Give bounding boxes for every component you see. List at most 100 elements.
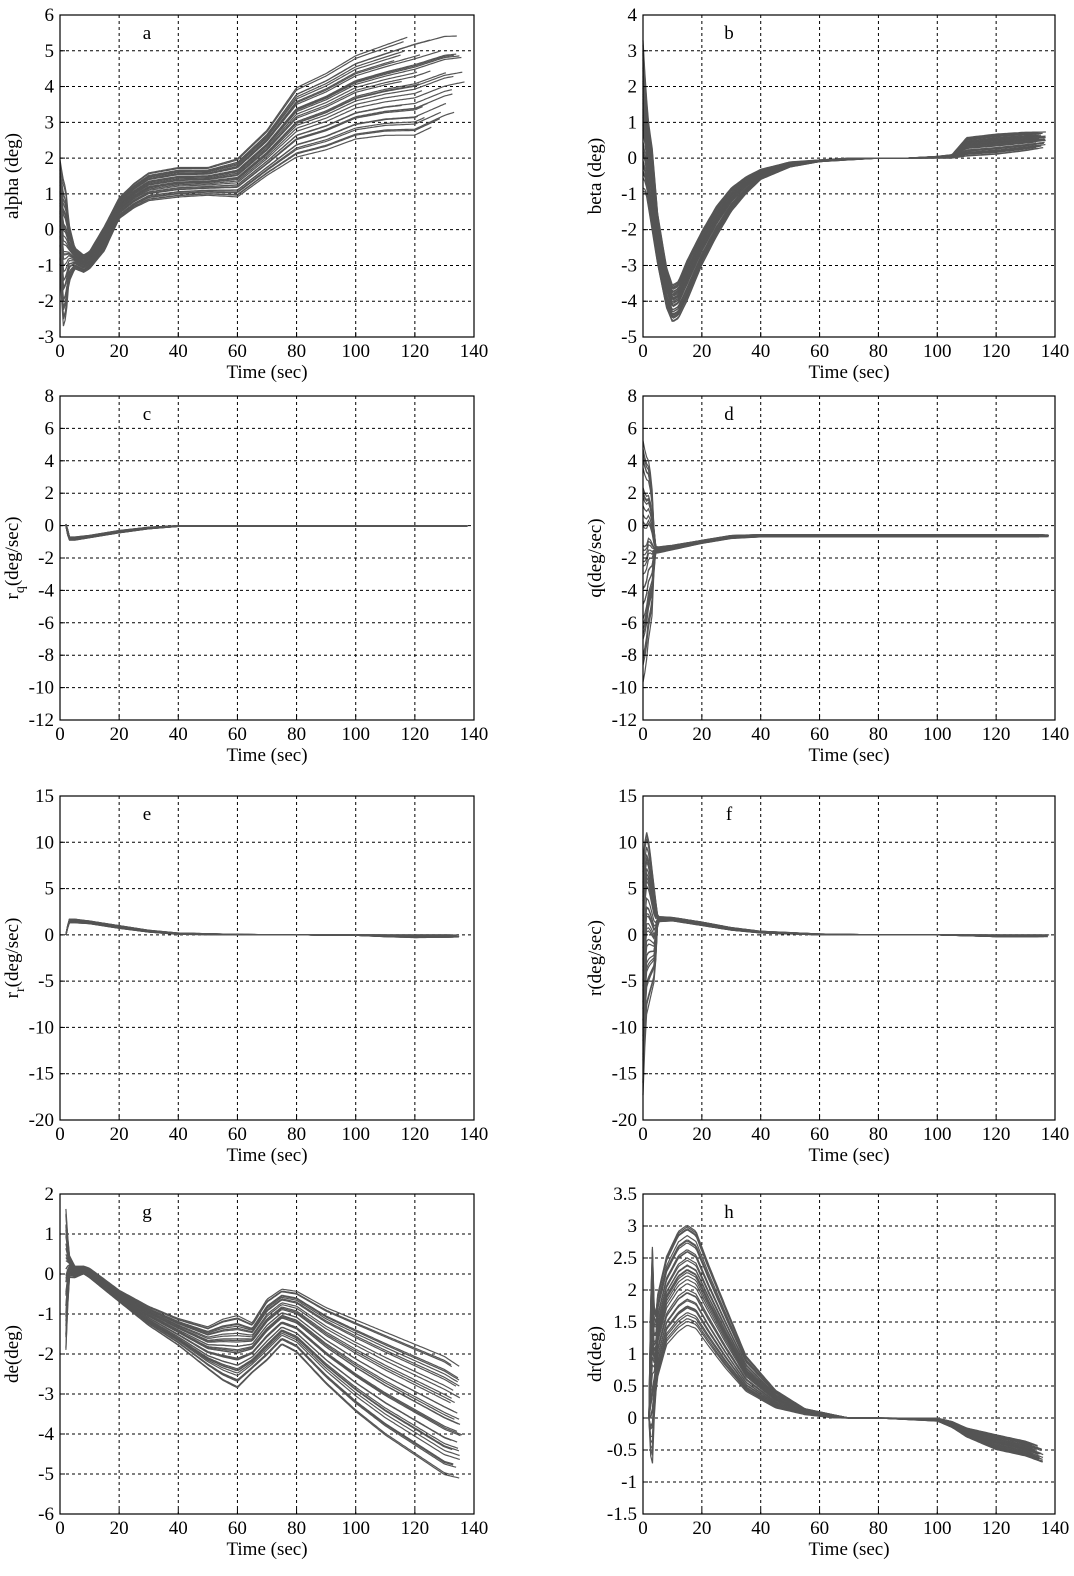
x-tick-label: 40 xyxy=(169,724,188,745)
panel-h-trajectory xyxy=(648,1259,1037,1451)
panel-e-frame xyxy=(59,795,475,1121)
panel-d-trajectory xyxy=(642,535,1047,630)
panel-b-trajectory xyxy=(642,141,1045,311)
panel-e: 0 20 40 60 80 100 120 140 -20 -15 -10 -5 0 5 10 15 Time … xyxy=(2,786,488,1166)
panel-h-ylabel: dr(deg) xyxy=(585,1326,606,1382)
x-tick-label: 0 xyxy=(55,1124,65,1145)
y-tick-label: -6 xyxy=(621,613,637,634)
panel-c: 0 20 40 60 80 100 120 140 -12 -10 -8 -6 -4 -2 0 2 4 6 8 Tim… xyxy=(2,386,488,766)
y-tick-label: 10 xyxy=(35,832,54,853)
panel-b-trajectory xyxy=(642,142,1041,311)
y-tick-label: 4 xyxy=(45,77,55,98)
y-tick-label: -10 xyxy=(612,678,637,699)
panel-d-trajectory xyxy=(642,448,1045,548)
y-tick-label: -3 xyxy=(38,1384,54,1405)
y-tick-label: -3 xyxy=(38,327,54,348)
panel-f-series xyxy=(642,832,1050,1096)
panel-f-trajectory xyxy=(642,878,1039,936)
panel-d-trajectory xyxy=(642,536,1040,683)
y-tick-label: 8 xyxy=(45,386,55,407)
panel-a-trajectory xyxy=(59,90,423,267)
panel-c-xlabel: Time (sec) xyxy=(226,745,307,766)
y-tick-label: -4 xyxy=(38,1424,54,1445)
y-tick-label: -1 xyxy=(38,1304,54,1325)
y-tick-label: 6 xyxy=(628,418,638,439)
x-tick-label: 80 xyxy=(287,1124,306,1145)
panel-f-trajectory xyxy=(642,918,1045,987)
x-tick-label: 100 xyxy=(923,341,952,362)
x-tick-label: 120 xyxy=(982,724,1011,745)
panel-f-trajectory xyxy=(642,920,1048,1083)
y-tick-label: -5 xyxy=(621,327,637,348)
panel-d-trajectory xyxy=(642,487,1042,549)
y-tick-label: 5 xyxy=(45,879,55,900)
panel-a-trajectory xyxy=(59,36,408,256)
panel-f-trajectory xyxy=(642,912,1048,968)
panel-c-ylabel: rq(deg/sec) xyxy=(2,517,28,600)
panel-d-trajectory xyxy=(642,536,1049,656)
panel-e-trajectory xyxy=(65,918,457,936)
y-tick-label: 6 xyxy=(45,5,55,26)
y-tick-label: 2 xyxy=(628,77,638,98)
panel-e-ylabel: rr(deg/sec) xyxy=(2,918,28,999)
y-tick-label: -2 xyxy=(38,548,54,569)
panel-f-grid xyxy=(643,796,1055,1120)
x-tick-label: 40 xyxy=(169,1124,188,1145)
x-tick-label: 140 xyxy=(460,724,489,745)
panel-a-frame xyxy=(59,14,475,338)
x-tick-label: 20 xyxy=(110,724,129,745)
y-tick-label: 6 xyxy=(45,418,55,439)
x-tick-label: 140 xyxy=(1041,341,1070,362)
y-tick-label: -2 xyxy=(621,548,637,569)
x-tick-label: 120 xyxy=(982,341,1011,362)
x-tick-label: 60 xyxy=(228,1124,247,1145)
panel-b-trajectory xyxy=(642,142,1044,313)
y-tick-label: -5 xyxy=(38,971,54,992)
y-tick-label: 0.5 xyxy=(613,1376,637,1397)
x-tick-label: 0 xyxy=(55,341,65,362)
x-tick-label: 40 xyxy=(751,341,770,362)
panel-d: 0 20 40 60 80 100 120 140 -12 -10 -8 -6 -4 -2 0 2 4 6 8 Tim… xyxy=(585,386,1069,766)
x-tick-label: 140 xyxy=(460,1124,489,1145)
panel-b-trajectory xyxy=(642,40,1046,286)
panel-f-trajectory xyxy=(642,875,1040,936)
panel-h-trajectory xyxy=(648,1283,1039,1455)
x-tick-label: 40 xyxy=(751,724,770,745)
x-tick-label: 80 xyxy=(287,1518,306,1539)
x-tick-label: 60 xyxy=(228,724,247,745)
x-tick-label: 20 xyxy=(692,1518,711,1539)
panel-g-trajectory xyxy=(65,1272,454,1466)
x-tick-label: 20 xyxy=(692,341,711,362)
x-tick-label: 80 xyxy=(869,1518,888,1539)
y-tick-label: 0 xyxy=(628,148,638,169)
y-tick-label: 0 xyxy=(628,516,638,537)
x-tick-label: 20 xyxy=(110,1124,129,1145)
y-tick-label: -6 xyxy=(38,1504,54,1525)
y-tick-label: 2.5 xyxy=(613,1248,637,1269)
panel-d-trajectory xyxy=(642,535,1047,635)
panel-b-trajectory xyxy=(642,96,1046,300)
y-tick-label: -4 xyxy=(621,291,637,312)
x-tick-label: 100 xyxy=(341,341,370,362)
panel-h-trajectory xyxy=(648,1269,1042,1454)
panel-g-trajectory xyxy=(65,1257,455,1404)
panel-g-trajectory xyxy=(65,1264,458,1414)
panel-d-series xyxy=(642,440,1049,683)
x-tick-label: 60 xyxy=(810,724,829,745)
panel-h-series xyxy=(648,1224,1044,1464)
y-tick-label: -0.5 xyxy=(607,1440,637,1461)
y-tick-label: 0 xyxy=(45,220,55,241)
y-tick-label: 5 xyxy=(628,879,638,900)
y-tick-label: 3 xyxy=(628,41,638,62)
x-tick-label: 140 xyxy=(460,1518,489,1539)
panel-a-xlabel: Time (sec) xyxy=(226,362,307,383)
panel-a-trajectory xyxy=(59,106,423,292)
panel-c-trajectory xyxy=(65,525,464,541)
panel-h-letter: h xyxy=(724,1202,734,1223)
panel-f-letter: f xyxy=(726,804,733,825)
y-tick-label: -1 xyxy=(38,255,54,276)
panel-h-trajectory xyxy=(648,1269,1032,1451)
x-tick-label: 60 xyxy=(810,1124,829,1145)
panel-d-trajectory xyxy=(642,536,1048,660)
panel-h-trajectory xyxy=(648,1279,1040,1455)
